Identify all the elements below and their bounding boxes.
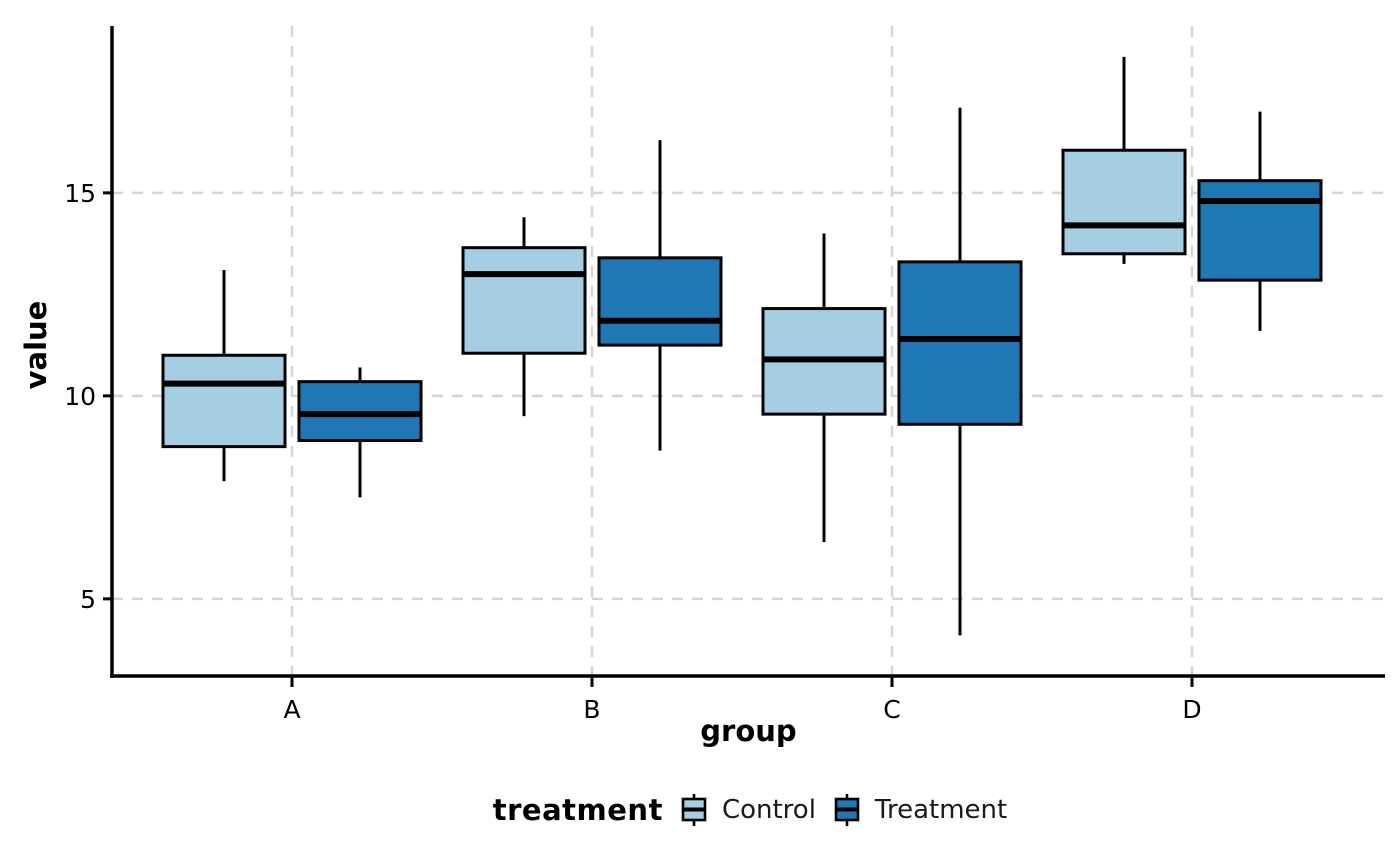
legend-label-treatment: Treatment [874, 795, 1008, 825]
boxplot-key-icon-control [681, 794, 707, 826]
x-axis-title: group [700, 714, 796, 748]
x-tick-label-D: D [1182, 695, 1201, 724]
box-Control-B [461, 246, 587, 355]
legend-entry-control: Control [681, 794, 816, 826]
x-tick-label-B: B [583, 695, 600, 724]
box-Treatment-D [1197, 179, 1323, 282]
x-tick-label-C: C [883, 695, 900, 724]
y-tick-label-10: 10 [64, 382, 96, 411]
x-tick-label-A: A [283, 695, 300, 724]
y-tick-label-5: 5 [80, 585, 96, 614]
y-axis-title: value [19, 301, 53, 390]
box-Treatment-B [597, 256, 723, 347]
legend-title: treatment [492, 793, 663, 827]
legend: treatment Control Treatment [100, 784, 1400, 836]
boxplot-key-icon-treatment [834, 794, 860, 826]
y-tick-label-15: 15 [64, 179, 96, 208]
box-Treatment-C [897, 260, 1023, 426]
box-Control-A [161, 353, 287, 449]
legend-label-control: Control [721, 795, 816, 825]
legend-entry-treatment: Treatment [834, 794, 1007, 826]
box-Treatment-A [297, 380, 423, 443]
box-Control-D [1061, 148, 1187, 256]
